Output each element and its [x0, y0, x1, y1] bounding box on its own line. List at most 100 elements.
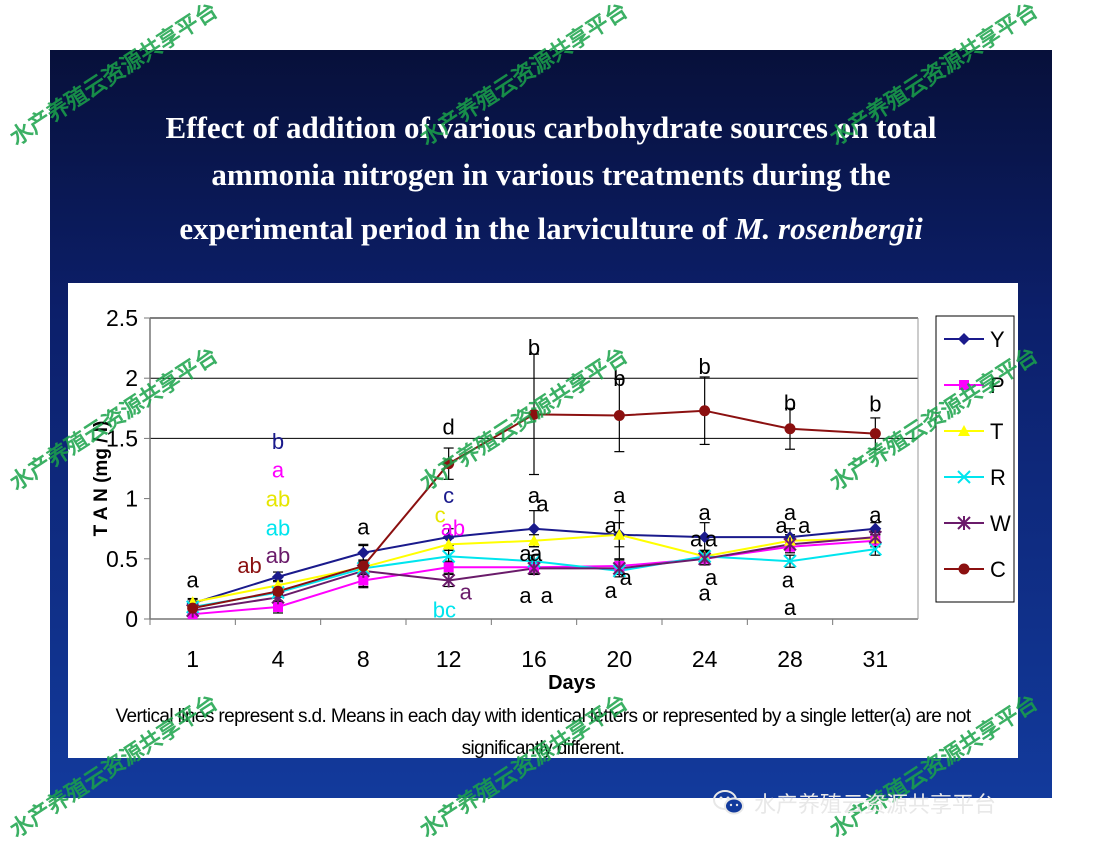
significance-letter: a [869, 502, 882, 527]
legend-marker-y [958, 333, 970, 345]
y-tick-label: 2 [125, 365, 138, 391]
significance-letter: a [536, 491, 549, 516]
data-point-t [442, 538, 455, 550]
significance-letter: a [699, 500, 712, 525]
chart-figure: 0 0.5 1 1.5 2 2.5 1 4 8 12 16 20 24 28 31 Days T A N (mg… [68, 283, 1018, 759]
data-point-y [698, 531, 711, 544]
legend-label-r: R [990, 465, 1006, 490]
data-point-c [443, 458, 455, 470]
y-axis-label: T A N (mg / l) [91, 421, 112, 537]
data-point-r [868, 542, 883, 556]
significance-letter: b [699, 354, 711, 379]
wechat-account-label: 水产养殖云资源共享平台 [754, 793, 997, 818]
data-point-c [187, 602, 199, 614]
x-axis-label: Days [548, 672, 596, 694]
legend-marker-p [959, 380, 969, 390]
legend-label-t: T [990, 419, 1003, 444]
legend-label-y: Y [990, 327, 1005, 352]
significance-letter: a [519, 583, 532, 608]
data-point-y [357, 546, 370, 559]
x-tick-label: 16 [521, 646, 547, 672]
significance-letter: a [784, 595, 797, 620]
caption-line-1: Vertical lines represent s.d. Means in e… [115, 706, 971, 727]
title-line-1: Effect of addition of various carbohydra… [165, 110, 937, 145]
significance-letter: bc [433, 597, 456, 622]
title-line-2: ammonia nitrogen in various treatments d… [211, 156, 891, 192]
data-point-p [358, 575, 369, 586]
chart-caption: Vertical lines represent s.d. Means in e… [108, 701, 978, 765]
y-tick-label: 0 [125, 606, 138, 632]
slide-title: Effect of addition of various carbohydra… [50, 105, 1052, 253]
legend-label-w: W [990, 511, 1011, 536]
data-point-y [869, 522, 882, 535]
data-point-p [273, 601, 283, 612]
data-point-c [613, 410, 625, 422]
significance-letter: b [272, 429, 284, 454]
significance-letter: ab [266, 487, 290, 512]
x-tick-label: 8 [357, 646, 370, 672]
x-tick-label: 1 [186, 646, 199, 672]
x-tick-label: 28 [777, 646, 803, 672]
significance-letter: ab [266, 543, 290, 568]
data-point-r [441, 549, 456, 564]
legend-marker-t [958, 425, 970, 436]
title-line-3-text: experimental period in the larviculture … [179, 211, 735, 246]
data-point-r [783, 554, 797, 568]
significance-letter: ab [441, 515, 465, 540]
y-tick-label: 1 [125, 486, 138, 512]
data-point-c [784, 423, 796, 435]
significance-letter: b [613, 366, 625, 391]
significance-letter: a [528, 483, 541, 508]
significance-letter: ab [266, 515, 290, 540]
data-point-y [272, 570, 284, 583]
significance-letter: a [530, 541, 543, 566]
y-tick-label: 2.5 [106, 305, 138, 331]
significance-letter: c [443, 483, 454, 508]
significance-letter: a [705, 565, 718, 590]
significance-letter: b [869, 391, 881, 416]
significance-letter: a [541, 583, 554, 608]
data-point-t [613, 528, 626, 540]
data-point-c [699, 405, 711, 417]
y-tick-label: 0.5 [106, 546, 138, 572]
data-point-y [442, 531, 455, 544]
significance-letter: d [443, 414, 455, 439]
significance-letter: b [528, 335, 540, 360]
species-name: M. rosenbergii [734, 211, 923, 246]
data-point-c [357, 560, 369, 572]
tan-line-chart: 0 0.5 1 1.5 2 2.5 1 4 8 12 16 20 24 28 31 Days T A N (mg… [91, 305, 1015, 694]
x-tick-label: 12 [436, 646, 462, 672]
significance-letter: a [272, 458, 285, 483]
legend-label-p: P [990, 373, 1005, 398]
significance-letter: a [782, 567, 795, 592]
significance-letter: a [605, 578, 618, 603]
title-line-3: experimental period in the larviculture … [50, 206, 1052, 253]
caption-line-2: significantly different. [461, 738, 625, 759]
significance-letter: a [705, 526, 718, 551]
legend-box [935, 315, 1015, 603]
significance-letter: a [460, 579, 473, 604]
data-point-c [528, 408, 540, 420]
x-tick-label: 4 [272, 646, 285, 672]
significance-letter: a [187, 567, 200, 592]
data-point-t [528, 534, 540, 546]
wechat-icon [713, 790, 744, 815]
data-point-c [272, 585, 284, 597]
wechat-badge: 水产养殖云资源共享平台 [712, 786, 996, 820]
significance-letter: a [690, 526, 703, 551]
y-tick-label: 1.5 [106, 425, 138, 451]
x-tick-label: 31 [863, 646, 889, 672]
significance-letter: c [435, 502, 446, 527]
data-point-p [443, 562, 454, 573]
significance-letter: a [775, 513, 788, 538]
significance-letter: a [798, 513, 811, 538]
significance-letter: a [613, 483, 626, 508]
significance-letter: a [605, 513, 618, 538]
legend-marker-c [958, 563, 970, 575]
significance-letter: b [784, 390, 796, 415]
x-tick-label: 24 [692, 646, 718, 672]
x-tick-label: 20 [607, 646, 633, 672]
data-point-c [869, 428, 881, 440]
legend-label-c: C [990, 557, 1006, 582]
significance-letter: ab [237, 553, 261, 578]
